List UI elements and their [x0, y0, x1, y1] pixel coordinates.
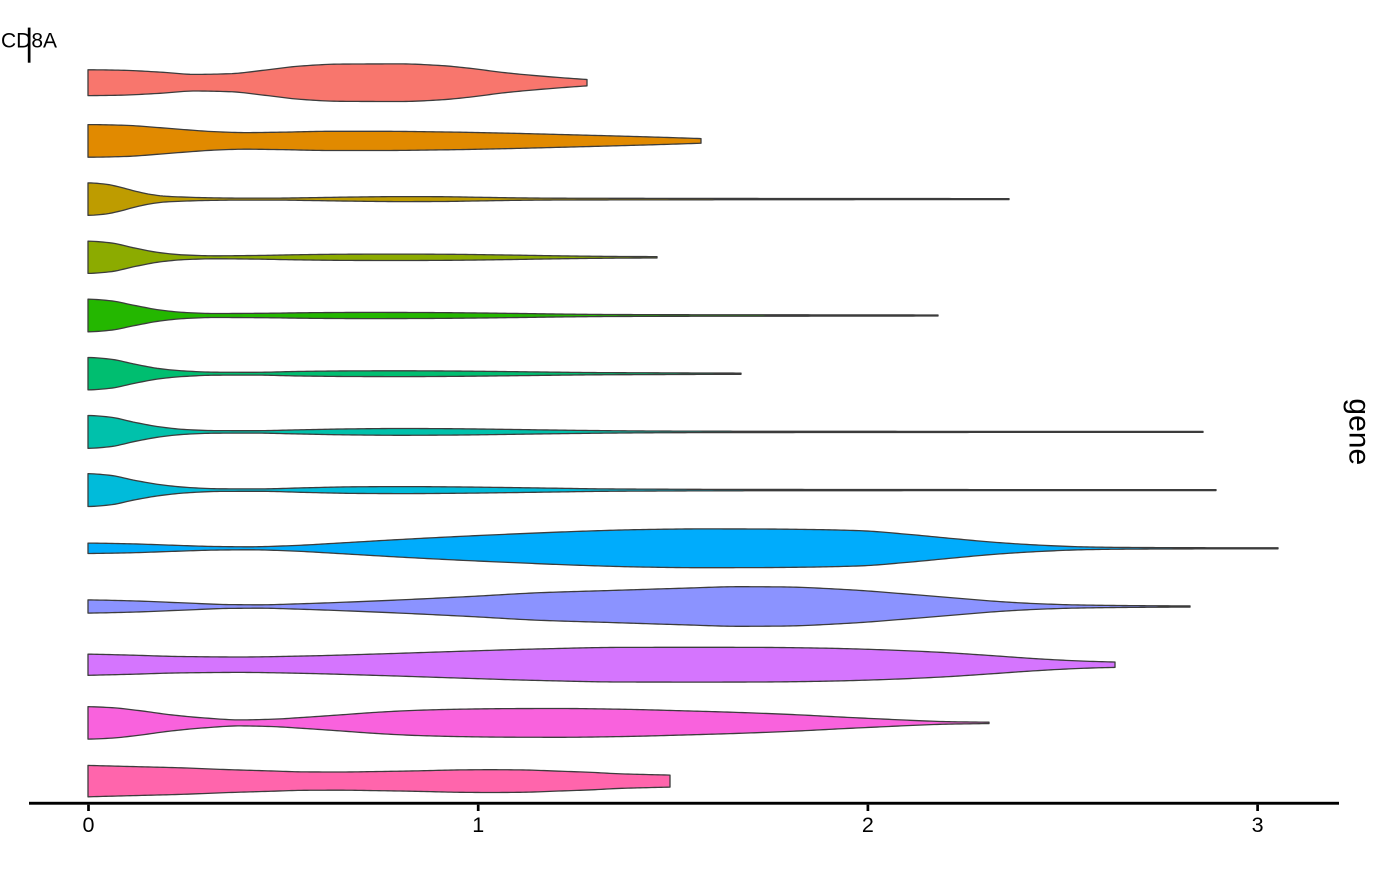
svg-text:2: 2 — [862, 813, 874, 837]
svg-text:3: 3 — [1252, 813, 1264, 837]
svg-text:0: 0 — [83, 813, 95, 837]
svg-text:1: 1 — [472, 813, 484, 837]
svg-text:gene: gene — [1342, 398, 1375, 465]
